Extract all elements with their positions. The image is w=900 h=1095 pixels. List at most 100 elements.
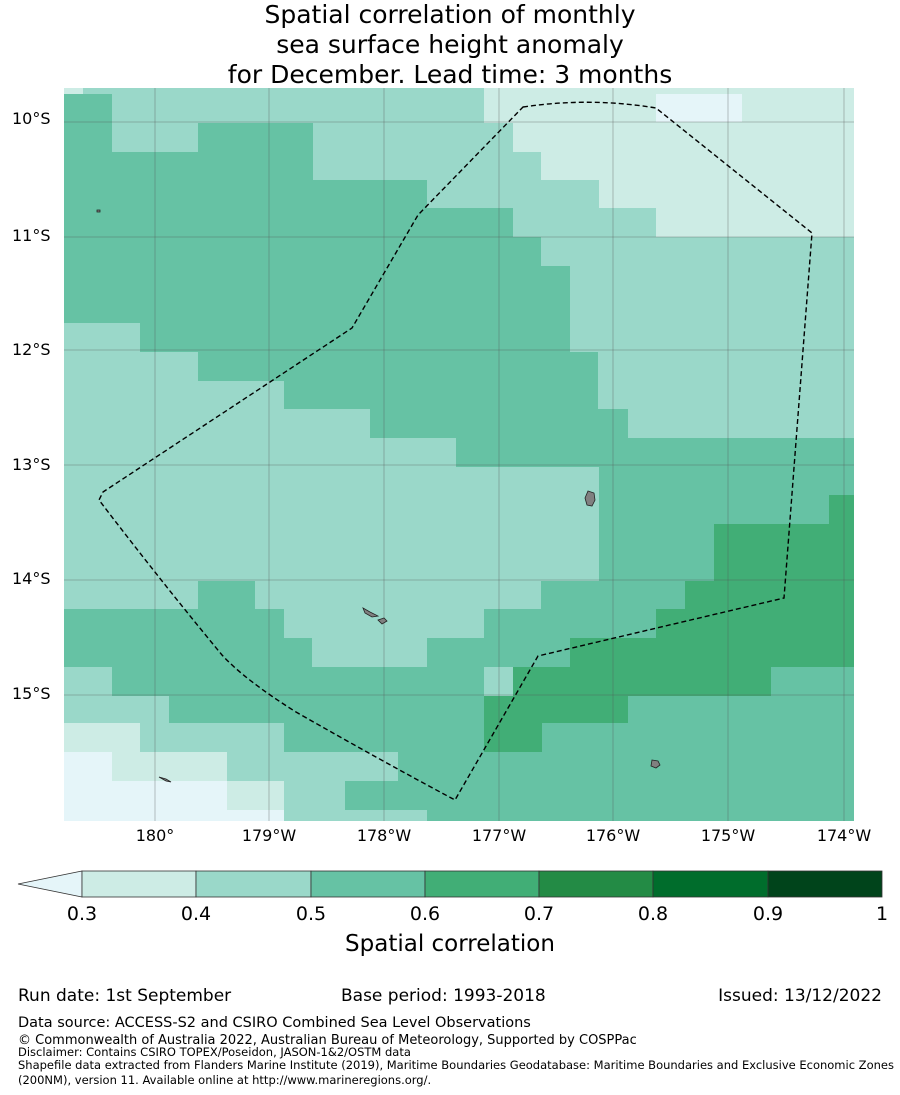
cell-block-66 (513, 667, 771, 696)
cell-block-63 (685, 581, 854, 609)
cell-block-68 (484, 723, 542, 752)
colorbar-tick-4: 0.7 (523, 903, 555, 925)
cell-block-73 (227, 781, 284, 810)
run-date: Run date: 1st September (18, 986, 232, 1006)
cell-block-71 (112, 752, 227, 781)
cell-block-51 (427, 638, 570, 667)
cell-block-26 (598, 323, 854, 381)
shapefile-credit: Shapefile data extracted from Flanders M… (18, 1058, 894, 1087)
cell-block-10 (284, 381, 598, 409)
cell-block-70 (64, 752, 112, 821)
colorbar (17, 870, 883, 898)
cell-block-18 (541, 152, 854, 180)
chart-title: Spatial correlation of monthly sea surfa… (0, 0, 900, 90)
disclaimer: Disclaimer: Contains CSIRO TOPEX/Poseido… (18, 1045, 411, 1059)
colorbar-tick-3: 0.6 (409, 903, 441, 925)
cell-block-9 (198, 352, 598, 381)
colorbar-tick-7: 1 (875, 903, 889, 925)
cell-block-22 (541, 237, 854, 266)
cell-block-55 (64, 667, 112, 696)
cell-block-43 (169, 696, 484, 723)
island-rotuma (96, 209, 101, 213)
colorbar-label: Spatial correlation (345, 931, 555, 957)
lat-label-11s: 11°S (12, 226, 51, 245)
cell-block-49 (541, 581, 685, 609)
data-source: Data source: ACCESS-S2 and CSIRO Combine… (18, 1015, 531, 1031)
cell-block-44 (284, 723, 484, 752)
colorbar-segment-2 (310, 870, 426, 898)
cell-block-25 (628, 381, 854, 438)
correlation-map (17, 88, 883, 898)
lon-label-174w: 174°W (816, 826, 872, 845)
cell-block-48 (599, 781, 854, 821)
cell-block-42 (112, 667, 484, 696)
cell-block-5 (64, 208, 513, 237)
colorbar-segment-0 (81, 870, 197, 898)
cell-block-31 (64, 438, 456, 581)
cell-block-46 (484, 752, 854, 781)
colorbar-segment-3 (424, 870, 540, 898)
cell-block-33 (628, 467, 828, 495)
cell-block-59 (284, 781, 345, 810)
cell-block-62 (714, 524, 854, 581)
correlation-grid (64, 88, 854, 821)
copyright: © Commonwealth of Australia 2022, Austra… (18, 1033, 637, 1048)
cell-block-58 (227, 752, 398, 781)
cell-block-35 (64, 581, 198, 609)
title-line-2: sea surface height anomaly (276, 30, 624, 59)
lon-label-178w: 178°W (356, 826, 412, 845)
cell-block-30 (64, 409, 370, 438)
cell-block-36 (255, 581, 541, 609)
lat-label-10s: 10°S (12, 109, 51, 128)
cell-block-1 (112, 123, 198, 152)
island-alofi (377, 617, 388, 625)
islands (96, 209, 661, 783)
cell-block-27 (64, 323, 140, 352)
cell-block-56 (64, 696, 169, 723)
cell-block-38 (312, 638, 427, 667)
cell-block-17 (513, 123, 854, 152)
lon-label-176w: 176°W (585, 826, 641, 845)
lat-label-15s: 15°S (12, 684, 51, 703)
title-line-1: Spatial correlation of monthly (264, 0, 636, 29)
cell-block-32 (456, 467, 599, 581)
cell-block-34 (599, 467, 628, 581)
cell-block-50 (484, 609, 656, 638)
cell-block-53 (628, 696, 854, 724)
island-wallis (584, 490, 596, 507)
eez-boundary (98, 101, 813, 801)
cell-block-6 (64, 237, 541, 266)
cell-block-28 (64, 352, 198, 381)
cell-block-67 (484, 696, 628, 723)
cell-block-12 (456, 438, 854, 467)
cell-block-4 (198, 180, 427, 208)
cell-block-72 (112, 781, 227, 821)
cell-block-3 (198, 123, 313, 180)
lon-label-175w: 175°W (700, 826, 756, 845)
cell-block-37 (284, 609, 484, 638)
cell-block-39 (198, 581, 255, 610)
island-futuna (362, 607, 380, 618)
colorbar-tick-5: 0.8 (637, 903, 669, 925)
colorbar-tick-0: 0.3 (66, 903, 98, 925)
cell-block-7 (64, 266, 570, 323)
cell-block-41 (64, 638, 312, 667)
cell-block-45 (398, 752, 484, 781)
lat-label-14s: 14°S (12, 569, 51, 588)
cell-block-29 (64, 381, 284, 409)
lon-label-180: 180° (135, 826, 175, 845)
cell-block-19 (599, 180, 854, 208)
lon-label-177w: 177°W (471, 826, 527, 845)
colorbar-tick-1: 0.4 (180, 903, 212, 925)
base-period: Base period: 1993-2018 (341, 986, 546, 1006)
colorbar-segment-5 (652, 870, 769, 898)
cell-block-8 (140, 323, 570, 352)
cell-block-57 (140, 723, 284, 752)
cell-block-20 (656, 208, 854, 237)
title-line-3: for December. Lead time: 3 months (227, 60, 673, 89)
cell-block-40 (64, 609, 284, 638)
colorbar-segment-6 (767, 870, 883, 898)
cell-block-11 (370, 409, 628, 438)
cell-block-21 (656, 94, 742, 122)
cell-block-69 (64, 723, 140, 752)
